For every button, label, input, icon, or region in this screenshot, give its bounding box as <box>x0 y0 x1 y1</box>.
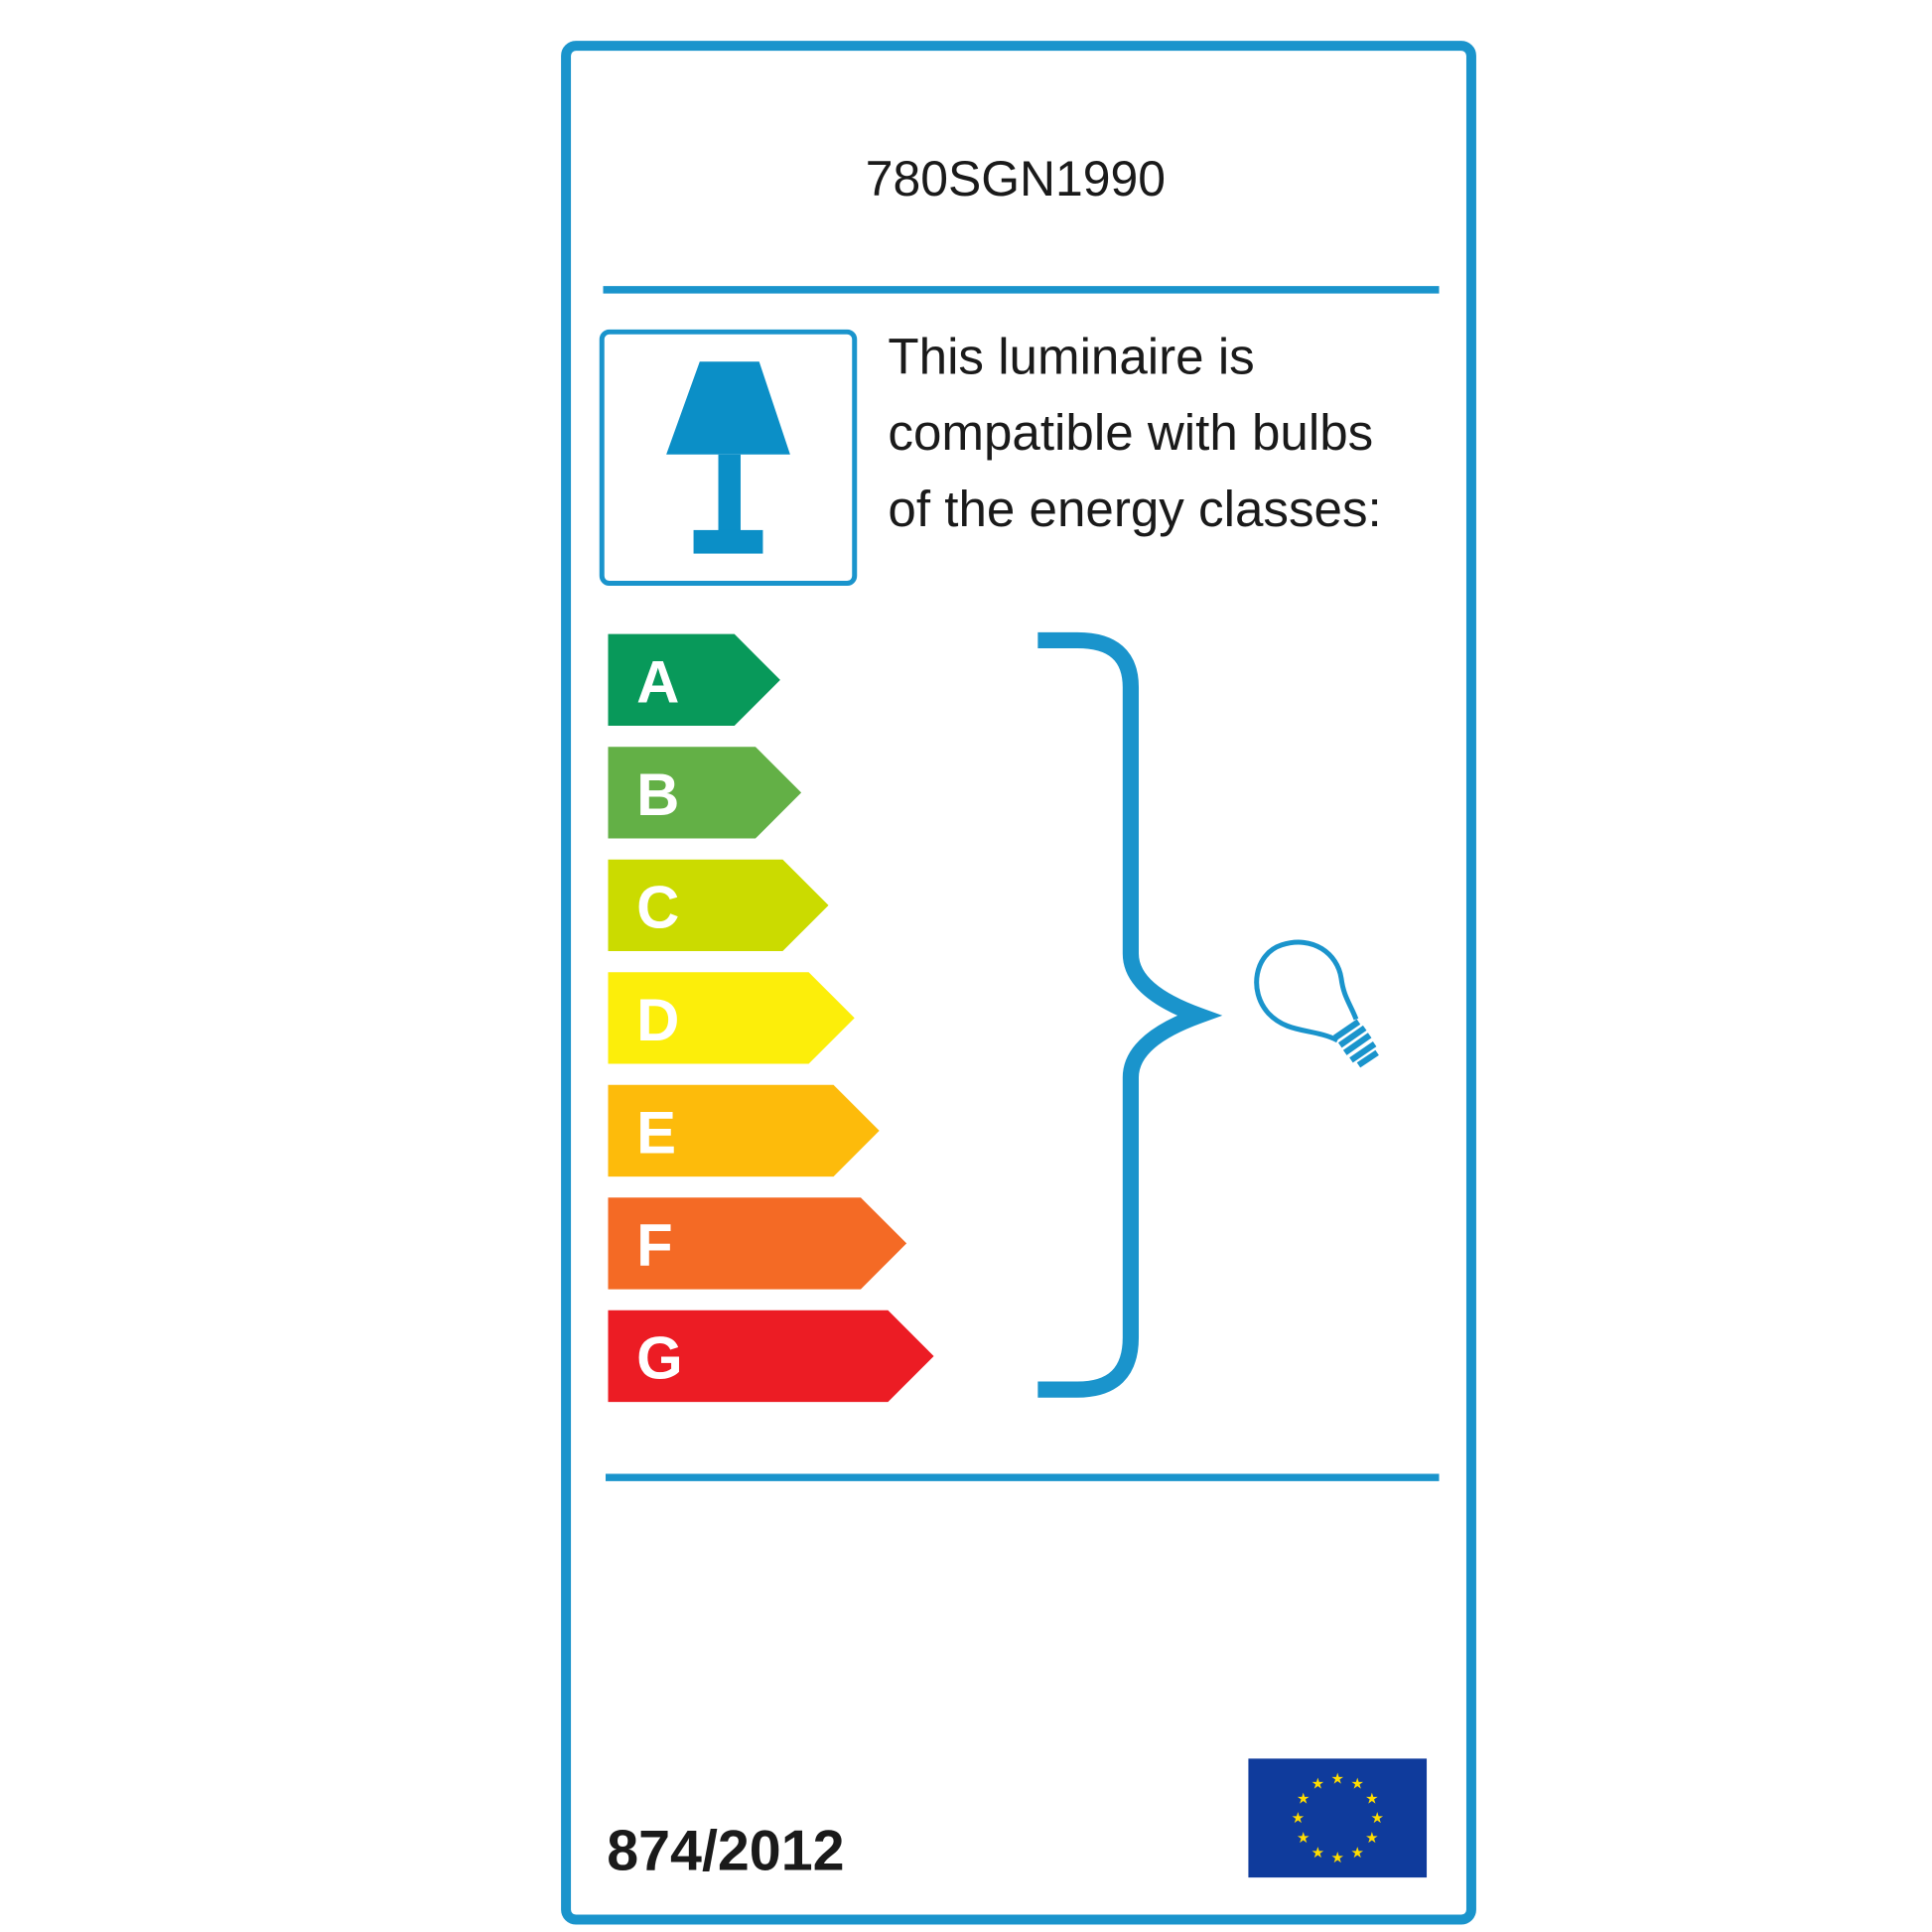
energy-class-bar-e <box>608 1084 880 1177</box>
energy-class-bar-a <box>608 633 780 726</box>
eu-star-icon: ★ <box>1331 1771 1344 1787</box>
energy-class-letter: A <box>636 648 679 715</box>
eu-star-icon: ★ <box>1311 1846 1324 1862</box>
brace-icon <box>1037 631 1223 1398</box>
label-frame <box>561 41 1476 1925</box>
eu-star-icon: ★ <box>1292 1811 1305 1827</box>
table-lamp-icon <box>599 329 858 587</box>
compat-text-line-2: compatible with bulbs <box>888 404 1373 461</box>
energy-class-bar-g <box>608 1310 934 1403</box>
compat-text-line-3: of the energy classes: <box>888 481 1381 537</box>
eu-star-icon: ★ <box>1311 1777 1324 1793</box>
energy-class-letter: C <box>636 874 679 940</box>
energy-class-letter: G <box>636 1324 683 1391</box>
energy-class-bar-f <box>608 1197 907 1290</box>
regulation-number: 874/2012 <box>607 1820 844 1883</box>
eu-flag-icon: ★ ★★★★★★★★★★★ <box>1248 1758 1428 1878</box>
eu-star-icon: ★ <box>1297 1831 1310 1847</box>
eu-star-icon: ★ <box>1350 1777 1363 1793</box>
light-bulb-icon <box>1254 939 1379 1068</box>
energy-class-bar-b <box>608 747 802 839</box>
eu-star-icon: ★ <box>1350 1846 1363 1862</box>
energy-class-bar-c <box>608 859 829 952</box>
energy-class-bar-d <box>608 972 855 1064</box>
energy-class-letter: F <box>636 1212 673 1279</box>
model-number: 780SGN1990 <box>866 151 1166 207</box>
eu-star-icon: ★ <box>1365 1831 1378 1847</box>
energy-class-letter: E <box>636 1099 676 1166</box>
eu-star-icon: ★ <box>1365 1791 1378 1807</box>
eu-star-icon: ★ <box>1370 1811 1383 1827</box>
energy-class-letter: D <box>636 987 679 1053</box>
compat-text-line-1: This luminaire is <box>888 329 1254 385</box>
eu-star-icon: ★ <box>1297 1791 1310 1807</box>
energy-class-letter: B <box>636 761 679 828</box>
eu-star-icon: ★ <box>1331 1851 1344 1866</box>
